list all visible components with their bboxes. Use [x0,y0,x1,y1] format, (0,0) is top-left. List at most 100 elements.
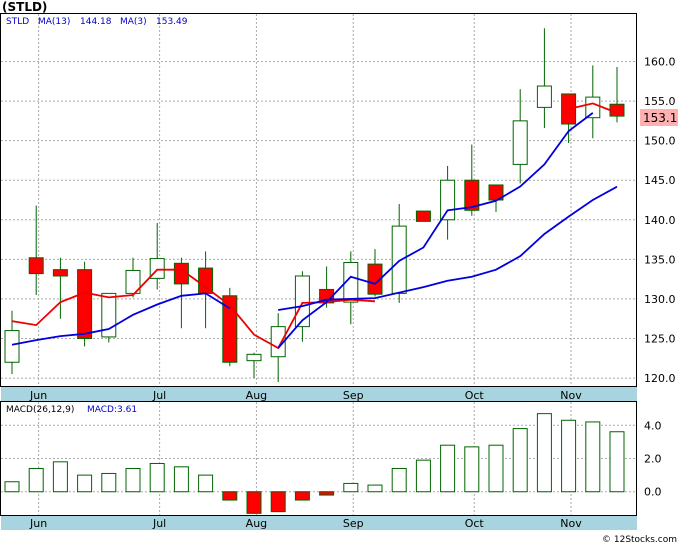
price-y-tick-label: 150.0 [644,135,676,148]
macd-bar [101,472,117,493]
candle-body-up [585,96,601,119]
series-line-ma3 [568,102,618,114]
price-y-tick-label: 160.0 [644,55,676,68]
current-price-tag-label: 153.1 [643,111,677,125]
macd-y-tick-label: 0.0 [644,486,662,499]
candle-body-down [464,179,480,211]
price-y-tick-labels: 120.0 125.0 130.0 135.0 140.0 145.0 150.0 155.0… [644,55,676,385]
price-y-tick-label: 145.0 [644,174,676,187]
candle-body-up [246,353,262,362]
footer-credit: © 12Stocks.com [602,535,677,545]
price-x-tick-labels: Jun Jul Aug Sep Oct Nov [29,389,582,402]
macd-bar [536,413,552,493]
macd-legend-label: MACD(26,12,9) [6,405,74,415]
macd-x-tick-labels: Jun Jul Aug Sep Oct Nov [29,517,582,530]
moving-average-lines [11,102,618,350]
candle-body-up [294,275,310,328]
price-y-tick-label: 130.0 [644,293,676,306]
candle-body-up [270,326,286,358]
macd-x-axis-band [1,516,637,530]
macd-bar [77,474,93,493]
candle [246,352,262,379]
legend-ticker: STLD [6,17,29,27]
candle [536,28,552,128]
candle-body-up [343,262,359,303]
price-panel-frame [0,13,637,387]
macd-x-tick-label: Sep [343,517,364,530]
macd-bar [585,421,601,493]
candle [222,287,238,367]
macd-x-tick-label: Oct [465,517,485,530]
candle-body-up [391,225,407,294]
price-y-tick-label: 140.0 [644,214,676,227]
legend-ma13-label: MA(13) [38,17,70,27]
macd-bar [512,428,528,493]
macd-bar-negative [270,491,286,513]
macd-bar [561,419,577,493]
macd-bar [28,467,44,493]
price-x-tick-label: Nov [560,389,582,402]
price-x-tick-label: Sep [343,389,364,402]
price-y-tick-label: 135.0 [644,253,676,266]
candle-body-up [512,120,528,165]
macd-legend-value: MACD:3.61 [87,405,137,415]
price-x-tick-label: Aug [246,389,267,402]
candle-body-down [222,295,238,363]
price-y-tick-label: 125.0 [644,333,676,346]
price-grid [1,14,636,386]
series-line-ma3 [277,112,594,349]
candle [343,251,359,325]
legend-ma3-label: MA(3) [120,17,147,27]
macd-bar [173,466,189,493]
candle-body-up [440,179,456,221]
macd-bar [149,462,165,493]
macd-bar [391,467,407,493]
macd-x-tick-label: Jun [29,517,47,530]
candle-body-up [125,269,141,294]
candle-body-down [77,269,93,340]
macd-bar-negative [319,491,335,496]
macd-bar-negative [246,491,262,514]
macd-bar-negative [222,491,238,501]
macd-bar [367,484,383,493]
candle [512,89,528,184]
price-y-tick-label: 120.0 [644,372,676,385]
price-x-tick-label: Jun [29,389,47,402]
candle [125,257,141,298]
price-x-axis-band [1,387,637,401]
macd-y-tick-labels: 0.0 2.0 4.0 [644,419,662,498]
macd-y-tick-label: 2.0 [644,453,662,466]
price-y-tick-label: 155.0 [644,95,676,108]
candle-body-down [28,257,44,275]
candle [28,205,44,295]
macd-x-tick-label: Jul [152,517,166,530]
candle-body-up [4,330,20,363]
price-x-tick-label: Jul [152,389,166,402]
candle [77,261,93,347]
macd-bar [198,474,214,493]
macd-bar [343,482,359,493]
candle-body-down [198,267,214,294]
price-x-tick-label: Oct [465,389,485,402]
macd-bar [52,461,68,493]
candle [415,210,431,222]
macd-x-tick-label: Aug [246,517,267,530]
candle-body-down [173,262,189,285]
current-price-tag [640,109,678,126]
series-line-ma13 [278,185,618,311]
candle [464,144,480,216]
legend-ma3-value: 153.49 [156,17,188,27]
candle [585,65,601,139]
candle [367,249,383,297]
macd-bar [609,431,625,493]
macd-bar [415,459,431,493]
candle [101,292,117,343]
macd-bar [4,481,20,493]
candle-body-down [52,269,68,277]
macd-x-tick-label: Nov [560,517,582,530]
macd-bar [125,467,141,493]
candle-body-down [415,210,431,222]
candle-body-up [536,85,552,108]
